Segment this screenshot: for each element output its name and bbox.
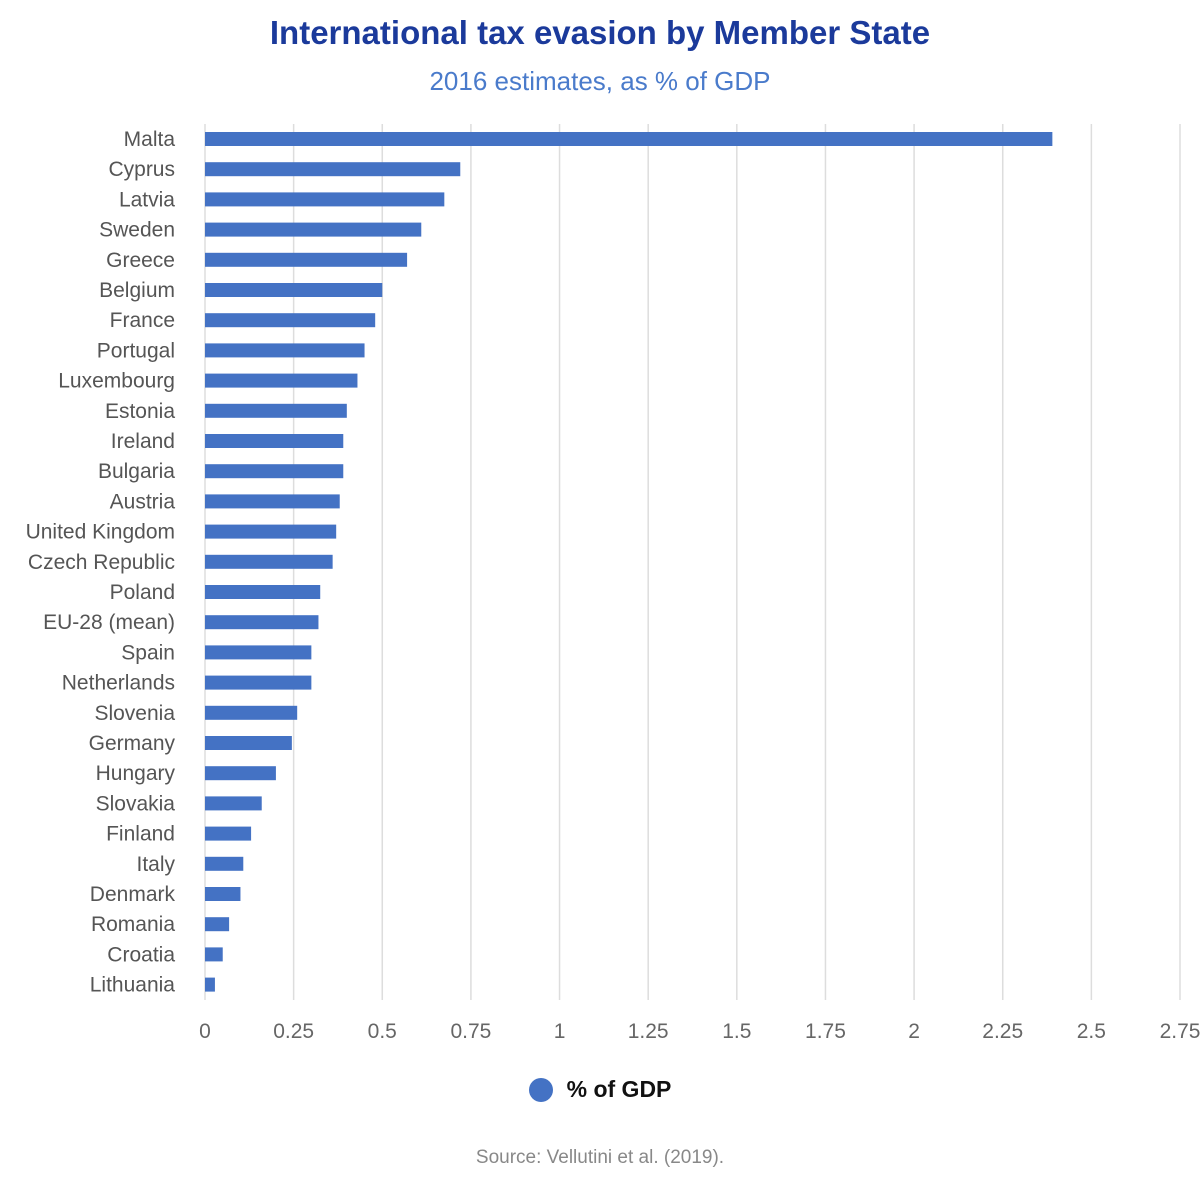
x-tick-label: 1.5 bbox=[722, 1020, 751, 1043]
bar[interactable] bbox=[205, 132, 1053, 146]
category-label: Belgium bbox=[99, 279, 175, 302]
bar[interactable] bbox=[205, 977, 215, 992]
category-label: Portugal bbox=[97, 339, 175, 362]
category-label: Lithuania bbox=[90, 974, 176, 997]
bar[interactable] bbox=[205, 917, 230, 932]
x-tick-label: 0.25 bbox=[273, 1020, 314, 1043]
legend-marker bbox=[528, 1077, 553, 1102]
bar[interactable] bbox=[205, 887, 241, 901]
bar[interactable] bbox=[205, 403, 347, 418]
bar[interactable] bbox=[205, 615, 319, 630]
bar[interactable] bbox=[205, 192, 445, 207]
legend: % of GDP bbox=[0, 1076, 1200, 1103]
source-note: Source: Vellutini et al. (2019). bbox=[475, 1147, 725, 1168]
bar[interactable] bbox=[205, 222, 422, 237]
category-label: Slovakia bbox=[96, 792, 176, 815]
bar[interactable] bbox=[205, 947, 223, 962]
x-tick-label: 0 bbox=[199, 1020, 211, 1043]
bar[interactable] bbox=[205, 736, 292, 750]
bar[interactable] bbox=[205, 464, 344, 479]
category-label: Croatia bbox=[107, 943, 175, 966]
x-tick-label: 2 bbox=[908, 1020, 920, 1043]
category-label: Germany bbox=[89, 732, 176, 755]
x-tick-label: 0.75 bbox=[450, 1020, 491, 1043]
category-label: Cyprus bbox=[108, 158, 175, 181]
category-label: Austria bbox=[110, 490, 176, 513]
chart-subtitle: 2016 estimates, as % of GDP bbox=[429, 66, 771, 96]
bar[interactable] bbox=[205, 796, 262, 811]
bar[interactable] bbox=[205, 434, 344, 448]
bar[interactable] bbox=[205, 705, 298, 720]
category-label: Greece bbox=[106, 249, 175, 272]
category-label: Latvia bbox=[119, 188, 175, 211]
category-label: France bbox=[110, 309, 175, 332]
bar[interactable] bbox=[205, 524, 337, 539]
category-label: Hungary bbox=[96, 762, 176, 785]
category-label: United Kingdom bbox=[26, 521, 175, 544]
x-tick-label: 1.75 bbox=[805, 1020, 846, 1043]
bar[interactable] bbox=[205, 283, 383, 297]
category-label: Denmark bbox=[90, 883, 176, 906]
bar[interactable] bbox=[205, 766, 276, 781]
category-label: Netherlands bbox=[62, 672, 175, 695]
category-label: Ireland bbox=[111, 430, 175, 453]
bar[interactable] bbox=[205, 856, 244, 871]
bar[interactable] bbox=[205, 554, 333, 569]
category-label: EU-28 (mean) bbox=[43, 611, 175, 634]
category-label: Czech Republic bbox=[28, 551, 175, 574]
bar[interactable] bbox=[205, 252, 408, 267]
bar[interactable] bbox=[205, 162, 461, 177]
category-label: Sweden bbox=[99, 219, 175, 242]
category-label: Estonia bbox=[105, 400, 175, 423]
category-label: Luxembourg bbox=[58, 370, 175, 393]
bar[interactable] bbox=[205, 343, 365, 358]
x-tick-label: 2.75 bbox=[1160, 1020, 1200, 1043]
x-tick-label: 2.5 bbox=[1077, 1020, 1106, 1043]
category-label: Italy bbox=[136, 853, 175, 876]
bar-chart: 0 0.25 0.5 0.75 1 1.25 1.5 1.75 2 2.25 2.5 2.75 Malt… bbox=[26, 124, 1200, 1043]
category-label: Romania bbox=[91, 913, 175, 936]
bar[interactable] bbox=[205, 585, 321, 599]
bar[interactable] bbox=[205, 645, 312, 660]
legend-label: % of GDP bbox=[566, 1076, 672, 1102]
category-label: Bulgaria bbox=[98, 460, 175, 483]
category-label: Slovenia bbox=[94, 702, 175, 725]
chart-title: International tax evasion by Member Stat… bbox=[269, 14, 931, 51]
category-label: Malta bbox=[124, 128, 176, 151]
category-label: Spain bbox=[121, 641, 175, 664]
x-tick-label: 1.25 bbox=[628, 1020, 669, 1043]
x-tick-label: 0.5 bbox=[368, 1020, 397, 1043]
bar[interactable] bbox=[205, 373, 358, 388]
x-tick-label: 2.25 bbox=[982, 1020, 1023, 1043]
bar[interactable] bbox=[205, 313, 376, 328]
bar[interactable] bbox=[205, 826, 252, 841]
category-label: Finland bbox=[106, 823, 175, 846]
bar[interactable] bbox=[205, 675, 312, 690]
bar[interactable] bbox=[205, 494, 340, 509]
category-label: Poland bbox=[110, 581, 175, 604]
x-tick-label: 1 bbox=[554, 1020, 566, 1043]
